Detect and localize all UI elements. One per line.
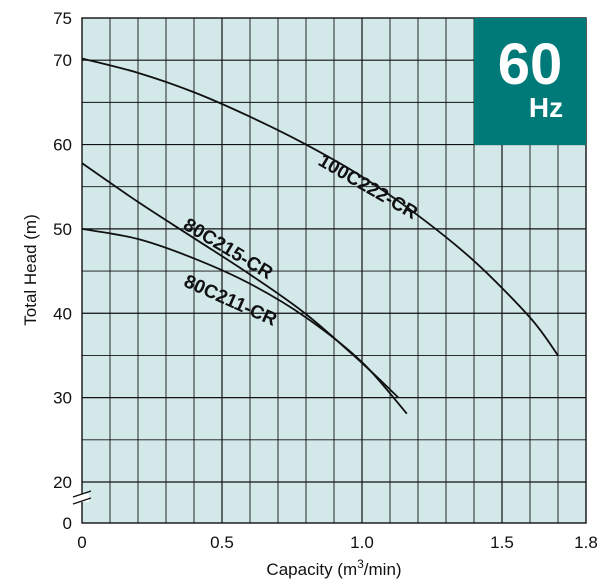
plot-frame — [81, 17, 587, 524]
y-tick-label: 70 — [53, 51, 72, 70]
series-line — [81, 228, 408, 415]
y-tick-label: 0 — [63, 514, 72, 533]
x-tick-label: 0.5 — [210, 533, 234, 552]
x-tick-label: 1.0 — [350, 533, 374, 552]
x-axis-label: Capacity (m3/min) — [266, 557, 401, 579]
y-axis-label: Total Head (m) — [21, 214, 40, 325]
series-line — [81, 57, 559, 356]
y-tick-label: 60 — [53, 136, 72, 155]
badge-value: 60 — [498, 32, 563, 97]
y-tick-label: 30 — [53, 389, 72, 408]
x-tick-label: 0 — [77, 533, 86, 552]
y-tick-label: 40 — [53, 304, 72, 323]
frequency-badge: 60 Hz — [474, 18, 586, 145]
tick-labels: 0 0.5 1.0 1.5 1.8 75 70 60 50 40 30 20 0 — [53, 9, 598, 552]
axis-break-line — [72, 497, 92, 505]
y-axis-break — [72, 490, 92, 505]
curves — [81, 57, 559, 415]
y-tick-label: 50 — [53, 220, 72, 239]
badge-background — [474, 18, 586, 145]
x-tick-label: 1.8 — [574, 533, 598, 552]
x-tick-label: 1.5 — [490, 533, 514, 552]
badge-unit: Hz — [529, 92, 563, 123]
axis-break-line — [72, 490, 92, 498]
y-tick-label: 75 — [53, 9, 72, 28]
y-tick-label: 20 — [53, 473, 72, 492]
axis-break-gap — [75, 494, 89, 502]
